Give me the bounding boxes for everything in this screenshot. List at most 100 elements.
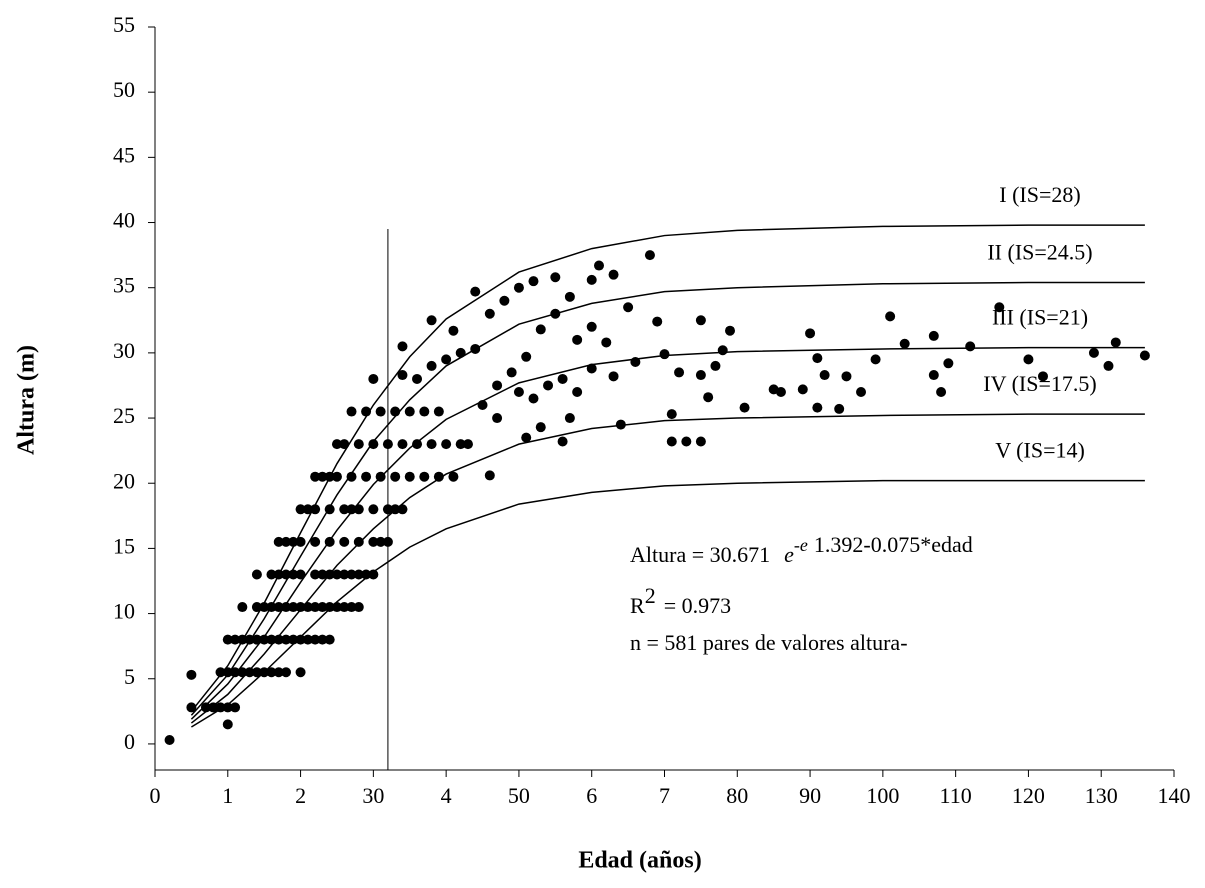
data-point bbox=[681, 436, 692, 447]
equation-exponent: -e bbox=[794, 535, 808, 555]
data-point bbox=[346, 406, 357, 417]
data-point bbox=[1023, 354, 1034, 365]
data-point bbox=[339, 536, 350, 547]
data-point bbox=[572, 386, 583, 397]
data-point bbox=[412, 373, 423, 384]
equation-prefix: Altura = 30.671 bbox=[630, 542, 770, 567]
data-point bbox=[266, 634, 277, 645]
data-point bbox=[608, 371, 619, 382]
data-point bbox=[455, 347, 466, 358]
data-point bbox=[965, 341, 976, 352]
data-point bbox=[470, 286, 481, 297]
data-point bbox=[1110, 337, 1121, 348]
data-point bbox=[281, 602, 292, 613]
data-point bbox=[426, 439, 437, 450]
data-point bbox=[564, 413, 575, 424]
data-point bbox=[805, 328, 816, 339]
data-point bbox=[397, 341, 408, 352]
data-point bbox=[397, 370, 408, 381]
curve-label: II (IS=24.5) bbox=[987, 240, 1092, 265]
data-point bbox=[295, 634, 306, 645]
data-point bbox=[288, 602, 299, 613]
data-point bbox=[564, 291, 575, 302]
data-point bbox=[397, 504, 408, 515]
data-point bbox=[302, 634, 313, 645]
data-point bbox=[353, 569, 364, 580]
data-point bbox=[433, 471, 444, 482]
data-point bbox=[281, 569, 292, 580]
data-point bbox=[310, 602, 321, 613]
data-point bbox=[513, 386, 524, 397]
y-tick-label: 25 bbox=[113, 403, 135, 428]
data-point bbox=[426, 360, 437, 371]
data-point bbox=[317, 634, 328, 645]
data-point bbox=[936, 386, 947, 397]
data-point bbox=[273, 536, 284, 547]
data-point bbox=[222, 634, 233, 645]
data-point bbox=[928, 370, 939, 381]
data-point bbox=[390, 406, 401, 417]
data-point bbox=[433, 406, 444, 417]
data-point bbox=[251, 667, 262, 678]
x-tick-label: 50 bbox=[508, 783, 530, 808]
data-point bbox=[608, 269, 619, 280]
data-point bbox=[324, 536, 335, 547]
data-point bbox=[710, 360, 721, 371]
site-index-curve bbox=[191, 479, 1145, 728]
data-point bbox=[441, 354, 452, 365]
data-point bbox=[251, 569, 262, 580]
data-point bbox=[164, 735, 175, 746]
data-point bbox=[535, 422, 546, 433]
data-point bbox=[492, 413, 503, 424]
data-point bbox=[528, 393, 539, 404]
curve-label: V (IS=14) bbox=[995, 438, 1085, 463]
data-point bbox=[601, 337, 612, 348]
data-point bbox=[273, 667, 284, 678]
y-tick-label: 0 bbox=[124, 729, 135, 754]
data-point bbox=[725, 325, 736, 336]
data-point bbox=[535, 324, 546, 335]
data-point bbox=[288, 634, 299, 645]
data-point bbox=[222, 702, 233, 713]
data-point bbox=[200, 702, 211, 713]
data-point bbox=[295, 536, 306, 547]
data-point bbox=[674, 367, 685, 378]
data-point bbox=[550, 308, 561, 319]
data-point bbox=[266, 569, 277, 580]
data-point bbox=[528, 276, 539, 287]
data-point bbox=[572, 334, 583, 345]
data-point bbox=[339, 569, 350, 580]
data-point bbox=[361, 471, 372, 482]
data-point bbox=[215, 667, 226, 678]
data-point bbox=[739, 402, 750, 413]
data-point bbox=[302, 504, 313, 515]
data-point bbox=[302, 602, 313, 613]
data-point bbox=[222, 719, 233, 730]
data-point bbox=[237, 667, 248, 678]
data-point bbox=[834, 403, 845, 414]
data-point bbox=[492, 380, 503, 391]
data-point bbox=[412, 439, 423, 450]
x-tick-label: 1 bbox=[222, 783, 233, 808]
data-point bbox=[499, 295, 510, 306]
equation: Altura = 30.671 e-e 1.392-0.075*edad bbox=[630, 532, 973, 567]
data-point bbox=[353, 504, 364, 515]
data-point bbox=[375, 536, 386, 547]
data-point bbox=[644, 250, 655, 261]
data-point bbox=[856, 386, 867, 397]
data-point bbox=[346, 569, 357, 580]
data-point bbox=[819, 370, 830, 381]
data-point bbox=[317, 471, 328, 482]
data-point bbox=[244, 667, 255, 678]
data-point bbox=[222, 667, 233, 678]
data-point bbox=[310, 569, 321, 580]
y-axis-title: Altura (m) bbox=[14, 345, 40, 455]
data-point bbox=[295, 602, 306, 613]
data-point bbox=[695, 436, 706, 447]
data-point bbox=[550, 272, 561, 283]
data-point bbox=[281, 536, 292, 547]
y-tick-label: 40 bbox=[113, 208, 135, 233]
data-point bbox=[361, 569, 372, 580]
data-point bbox=[324, 504, 335, 515]
